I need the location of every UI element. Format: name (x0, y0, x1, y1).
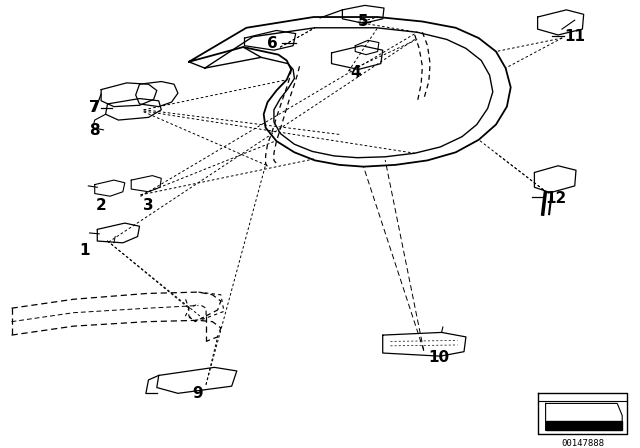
Text: 3: 3 (143, 198, 154, 213)
Polygon shape (545, 403, 622, 431)
Text: 9: 9 (192, 386, 202, 401)
Text: 12: 12 (545, 190, 566, 206)
Text: 6: 6 (267, 36, 277, 52)
Text: 7: 7 (90, 100, 100, 115)
Text: 00147888: 00147888 (561, 439, 604, 448)
Text: 11: 11 (564, 29, 585, 44)
Polygon shape (545, 421, 622, 431)
Text: 10: 10 (428, 350, 449, 365)
Text: 2: 2 (96, 198, 106, 213)
Text: 8: 8 (90, 123, 100, 138)
Text: 5: 5 (358, 14, 369, 29)
Text: 1: 1 (79, 243, 90, 258)
Text: 4: 4 (350, 65, 360, 80)
